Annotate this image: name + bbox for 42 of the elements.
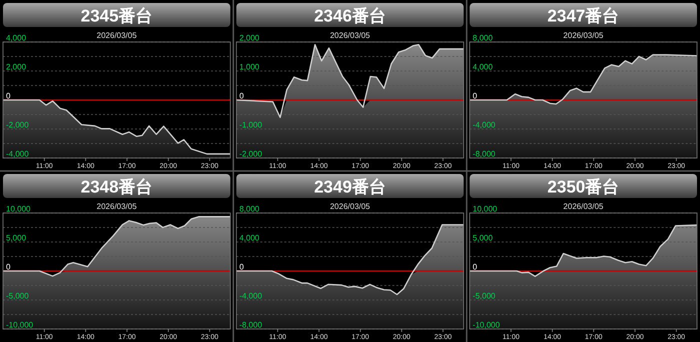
y-tick-label: -10,000: [6, 320, 34, 330]
chart-title: 2348番台: [80, 178, 153, 196]
y-tick-label: -5,000: [6, 292, 30, 300]
y-tick-label: 0: [6, 92, 11, 100]
y-tick-label: -4,000: [239, 292, 263, 300]
chart-subtitle: 2026/03/05: [563, 31, 604, 40]
chart-title: 2350番台: [547, 178, 620, 196]
chart-title: 2349番台: [314, 178, 386, 196]
y-tick-label: 10,000: [472, 204, 498, 214]
y-tick-label: 8,000: [472, 34, 494, 42]
y-tick-label: -1,000: [239, 120, 263, 130]
y-tick-label: -2,000: [239, 150, 263, 158]
y-tick-label: 2,000: [239, 34, 260, 42]
y-tick-label: 0: [472, 92, 478, 100]
y-tick-label: 0: [239, 92, 244, 100]
y-tick-label: 4,000: [6, 34, 27, 42]
y-tick-label: 0: [6, 262, 11, 272]
chart-subtitle: 2026/03/05: [563, 202, 604, 211]
y-tick-label: 0: [472, 262, 478, 272]
chart-title: 2347番台: [547, 6, 620, 26]
chart-subtitle: 2026/03/05: [96, 31, 138, 40]
y-tick-label: 8,000: [239, 204, 260, 214]
y-tick-label: -4,000: [472, 120, 496, 130]
y-tick-label: 4,000: [239, 234, 260, 242]
y-tick-label: -8,000: [472, 150, 496, 158]
y-tick-label: 2,000: [6, 62, 27, 72]
y-tick-label: -5,000: [472, 292, 496, 300]
chart-title: 2345番台: [80, 6, 153, 26]
y-tick-label: -10,000: [472, 320, 500, 330]
y-tick-label: 5,000: [472, 234, 494, 242]
y-tick-label: -8,000: [239, 320, 263, 330]
y-tick-label: 5,000: [6, 234, 27, 242]
chart-subtitle: 2026/03/05: [96, 202, 138, 211]
y-tick-label: 4,000: [472, 62, 494, 72]
y-tick-label: 0: [239, 262, 244, 272]
y-tick-label: -4,000: [6, 150, 30, 158]
chart-subtitle: 2026/03/05: [330, 202, 371, 211]
y-tick-label: 10,000: [6, 204, 32, 214]
y-tick-label: -2,000: [6, 120, 30, 130]
y-tick-label: 1,000: [239, 62, 260, 72]
chart-subtitle: 2026/03/05: [330, 31, 371, 40]
chart-title: 2346番台: [314, 6, 386, 26]
